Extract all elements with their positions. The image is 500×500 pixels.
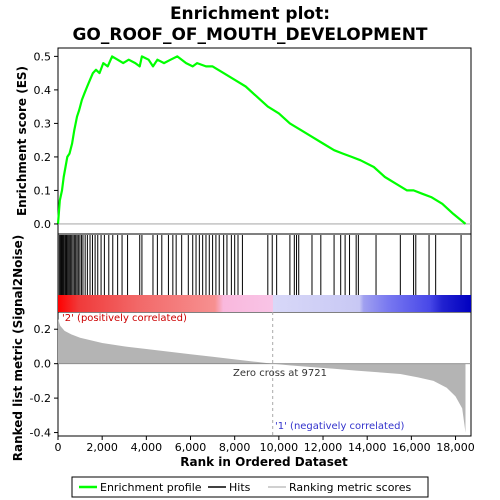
es-axis-title: Enrichment score (ES) <box>15 66 29 216</box>
metric-tick-label-2: -0.2 <box>30 392 51 405</box>
x-axis-title: Rank in Ordered Dataset <box>180 455 348 469</box>
rank-color-bar <box>58 295 471 312</box>
legend-es-label: Enrichment profile <box>100 481 202 494</box>
x-tick-label-6: 12,000 <box>304 441 343 454</box>
legend-metric-label: Ranking metric scores <box>289 481 411 494</box>
legend: Enrichment profile Hits Ranking metric s… <box>71 476 429 498</box>
positive-correlation-label: '2' (positively correlated) <box>62 313 187 324</box>
x-tick-label-1: 2,000 <box>86 441 118 454</box>
axis-layer: 0.0 0.1 0.2 0.3 0.4 0.5 0.2 0.0 -0.2 -0.4 0 2,000 4,… <box>30 50 475 454</box>
x-tick-label-3: 6,000 <box>175 441 207 454</box>
metric-tick-label-1: 0.0 <box>34 358 52 371</box>
metric-tick-label-3: -0.4 <box>30 427 51 440</box>
x-tick-label-9: 18,000 <box>436 441 475 454</box>
hits-layer <box>58 235 462 295</box>
chart-title-line2: GO_ROOF_OF_MOUTH_DEVELOPMENT <box>72 25 427 45</box>
legend-hits-label: Hits <box>229 481 251 494</box>
es-panel <box>57 47 472 235</box>
x-tick-label-0: 0 <box>55 441 62 454</box>
es-layer <box>56 55 471 225</box>
es-tick-label-1: 0.1 <box>34 184 52 197</box>
zero-cross-label: Zero cross at 9721 <box>233 368 327 379</box>
metric-axis-title: Ranked list metric (Signal2Noise) <box>11 235 25 462</box>
metric-tick-label-0: 0.2 <box>34 323 52 336</box>
es-tick-label-5: 0.5 <box>34 50 52 63</box>
x-tick-label-7: 14,000 <box>348 441 387 454</box>
es-tick-label-2: 0.2 <box>34 151 52 164</box>
x-tick-label-5: 10,000 <box>260 441 299 454</box>
x-tick-label-4: 8,000 <box>219 441 251 454</box>
metric-layer <box>58 312 471 436</box>
x-tick-label-2: 4,000 <box>131 441 163 454</box>
x-tick-label-8: 16,000 <box>392 441 431 454</box>
es-tick-label-0: 0.0 <box>34 218 52 231</box>
es-tick-label-3: 0.3 <box>34 117 52 130</box>
rank-bar-fill <box>58 295 471 312</box>
negative-correlation-label: '1' (negatively correlated) <box>275 421 404 432</box>
es-tick-label-4: 0.4 <box>34 84 52 97</box>
legend-box <box>71 476 429 498</box>
enrichment-profile-line <box>56 55 467 225</box>
chart-title-line1: Enrichment plot: <box>170 4 330 24</box>
